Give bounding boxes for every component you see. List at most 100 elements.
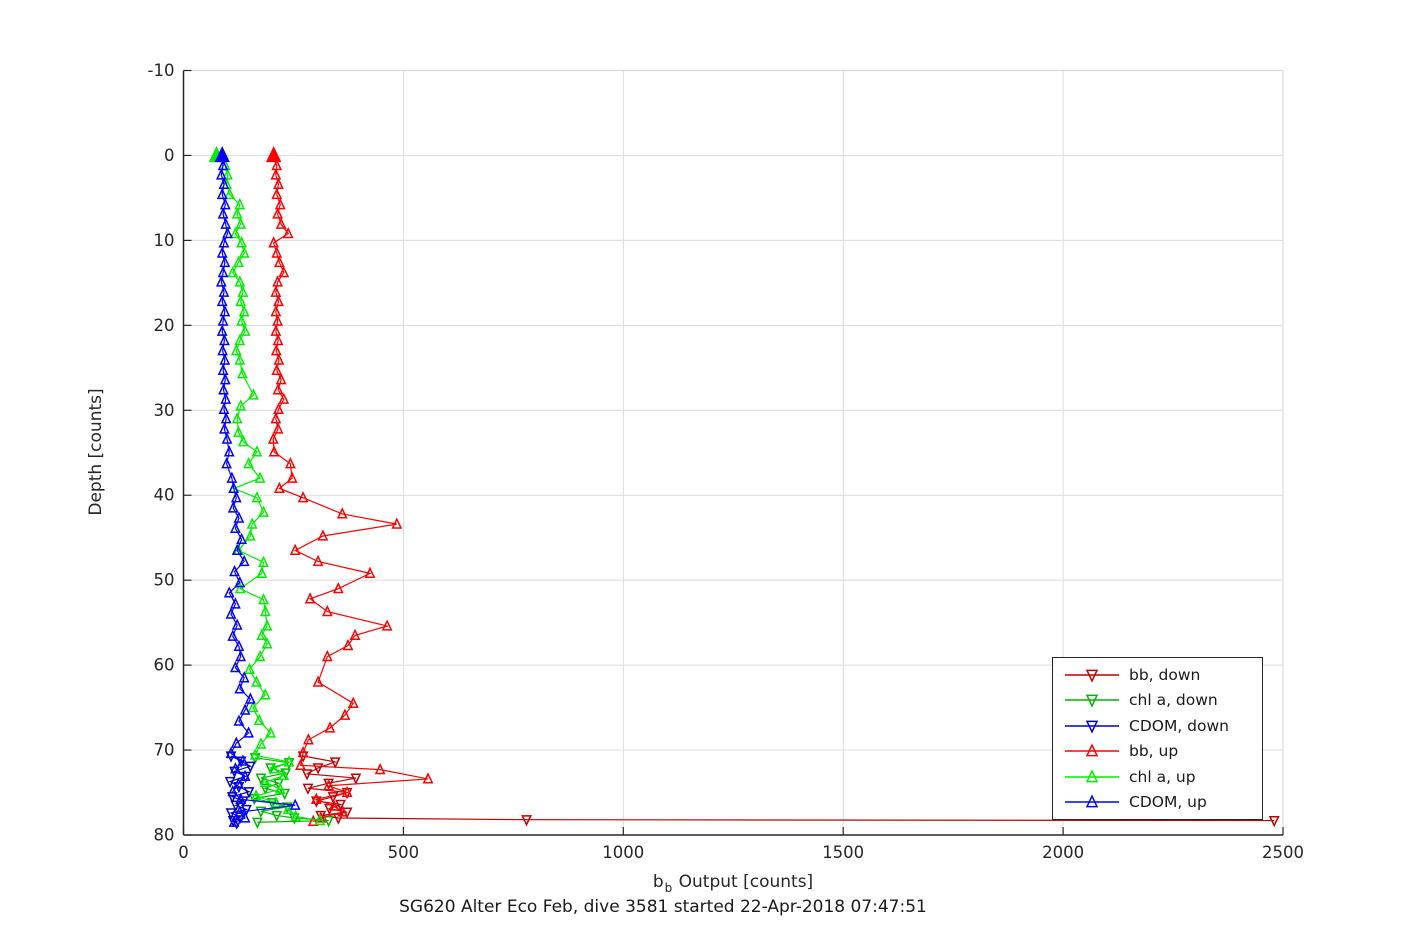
marker	[217, 314, 229, 326]
marker	[301, 769, 313, 781]
marker	[241, 804, 252, 817]
marker	[251, 675, 262, 687]
marker	[350, 773, 362, 785]
marker	[272, 275, 284, 287]
marker	[230, 597, 241, 609]
marker	[270, 168, 282, 180]
marker	[219, 305, 231, 317]
marker	[317, 529, 329, 541]
marker	[273, 481, 285, 494]
marker	[271, 187, 283, 200]
marker	[274, 782, 286, 794]
marker	[268, 236, 280, 248]
marker	[284, 457, 296, 469]
marker	[332, 813, 344, 825]
marker	[265, 726, 276, 738]
marker	[230, 660, 241, 673]
marker	[231, 207, 243, 219]
marker	[1085, 669, 1099, 683]
marker	[227, 501, 239, 513]
marker	[283, 755, 295, 767]
legend-item-cdom-down: CDOM, down	[1063, 714, 1258, 738]
marker	[233, 255, 244, 268]
series-bb-up	[265, 146, 434, 827]
x-axis-label-rest: Output [counts]	[673, 872, 814, 892]
marker	[219, 353, 231, 365]
marker	[219, 422, 230, 434]
marker	[248, 388, 259, 400]
marker	[231, 618, 243, 630]
marker	[234, 353, 246, 365]
marker	[521, 815, 532, 827]
series-cdom-up	[214, 146, 301, 827]
marker	[324, 721, 336, 733]
marker	[219, 255, 231, 268]
marker	[237, 796, 249, 808]
marker	[321, 604, 333, 617]
marker	[254, 471, 266, 483]
marker	[230, 521, 241, 533]
marker	[273, 177, 284, 189]
legend-label: bb, up	[1129, 742, 1179, 761]
marker	[253, 713, 265, 725]
marker	[272, 422, 284, 434]
marker	[238, 246, 250, 258]
marker	[267, 432, 279, 444]
marker	[230, 491, 242, 503]
marker	[261, 637, 273, 649]
marker	[235, 217, 247, 229]
marker	[280, 768, 291, 780]
marker	[234, 581, 246, 594]
marker	[258, 555, 269, 567]
y-tick-label-20: 20	[154, 316, 175, 335]
marker	[251, 817, 263, 829]
marker	[225, 746, 237, 759]
marker	[278, 265, 290, 278]
marker	[328, 799, 340, 811]
x-tick-label-2000: 2000	[1042, 843, 1084, 862]
marker	[243, 787, 255, 799]
legend-item-bb-up: bb, up	[1063, 739, 1258, 763]
marker	[249, 753, 261, 765]
marker	[278, 768, 290, 781]
marker	[236, 314, 247, 326]
legend-item-bb-down: bb, down	[1063, 663, 1258, 687]
marker	[256, 628, 268, 640]
marker	[233, 511, 245, 523]
x-tick-label-0: 0	[178, 843, 189, 862]
x-tick-label-500: 500	[388, 843, 420, 862]
marker	[225, 751, 237, 763]
marker	[290, 809, 302, 821]
marker	[221, 457, 232, 469]
marker	[391, 517, 403, 529]
marker	[231, 818, 243, 830]
marker	[237, 285, 249, 297]
y-axis-label: Depth [counts]	[86, 388, 106, 516]
marker	[234, 198, 246, 210]
marker	[282, 226, 294, 239]
marker	[223, 586, 235, 598]
marker	[275, 372, 287, 385]
x-tick-label-1500: 1500	[822, 843, 864, 862]
legend-item-chl-a-down: chl a, down	[1063, 688, 1258, 712]
marker	[221, 432, 233, 444]
marker	[235, 649, 247, 662]
series-chl-a-down	[248, 753, 335, 829]
legend-sample-chl-a-up	[1065, 769, 1119, 783]
marker	[231, 412, 243, 424]
marker	[270, 412, 282, 424]
marker	[222, 226, 233, 239]
marker	[323, 815, 335, 828]
series-line	[216, 155, 320, 822]
marker	[255, 806, 267, 818]
marker	[265, 763, 276, 775]
x-axis-label-base: b	[652, 872, 664, 892]
marker	[303, 733, 314, 745]
legend-item-chl-a-up: chl a, up	[1063, 765, 1258, 789]
series-line	[254, 757, 329, 823]
marker	[302, 783, 314, 795]
marker	[1085, 794, 1099, 808]
legend-sample-chl-a-down	[1065, 694, 1119, 708]
marker	[307, 814, 319, 827]
